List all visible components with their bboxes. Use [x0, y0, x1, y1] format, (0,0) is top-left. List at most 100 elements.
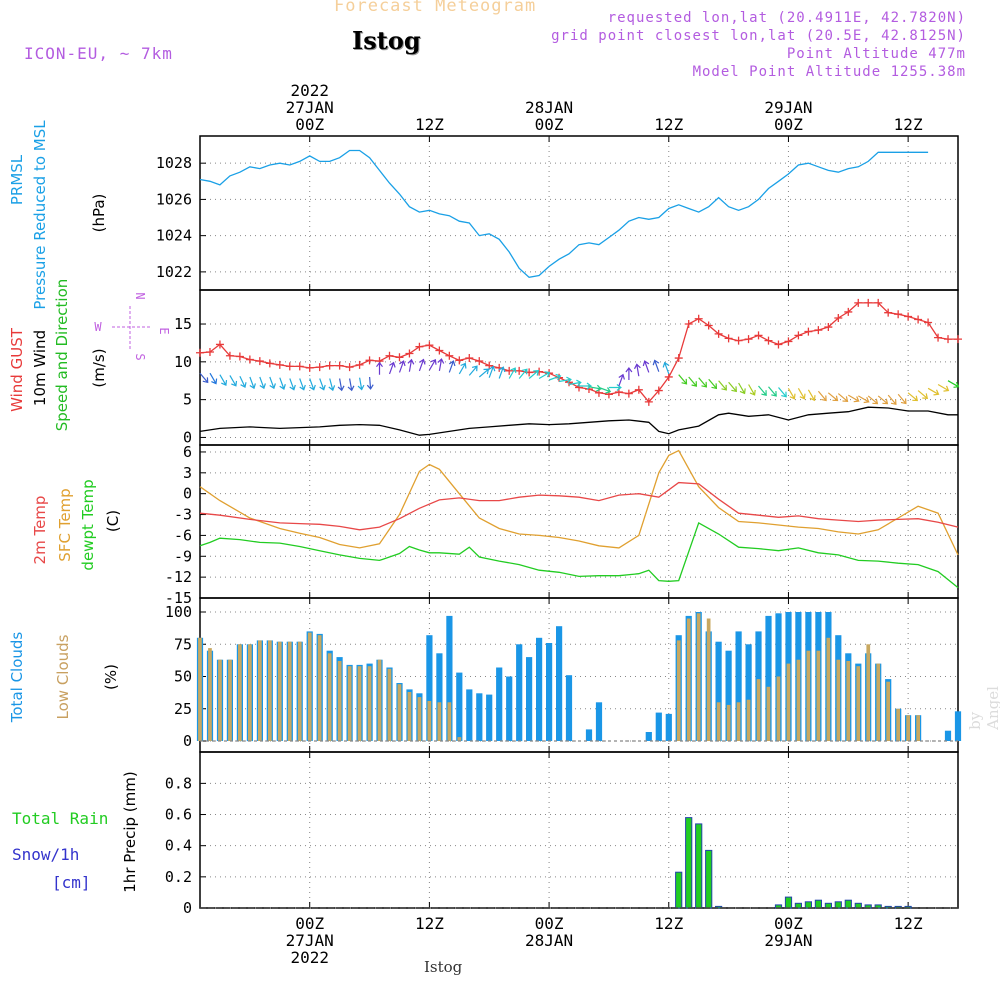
- total-cloud-bar: [496, 667, 503, 741]
- top-time-label: 2022: [290, 81, 329, 100]
- wind-gust-point: [225, 351, 234, 360]
- wind-gust-point: [814, 326, 823, 335]
- wind-direction-arrow: [269, 376, 276, 390]
- top-time-label: 00Z: [535, 115, 564, 134]
- wind-direction-arrow: [887, 394, 897, 406]
- wind-direction-arrow: [398, 360, 406, 373]
- low-cloud-bar: [696, 613, 701, 741]
- total-cloud-bar: [426, 635, 433, 741]
- panel-frame-temperature: [199, 444, 959, 599]
- top-time-label: 00Z: [295, 115, 324, 134]
- wind-gust-label: Wind GUST: [8, 327, 26, 412]
- top-time-label: 00Z: [774, 115, 803, 134]
- total-cloud-bar: [526, 657, 533, 741]
- wind-direction-arrow: [209, 372, 218, 385]
- wind-gust-point: [215, 340, 224, 349]
- low-cloud-bar: [896, 708, 900, 742]
- wind-direction-arrow: [428, 358, 437, 371]
- rain-bar: [715, 905, 723, 909]
- wind-gust-point: [435, 346, 444, 355]
- low-cloud-bar: [268, 640, 272, 741]
- wind-direction-arrow: [568, 379, 582, 387]
- ytick-label-pressure: 1022: [156, 263, 192, 281]
- rain-bar: [814, 899, 822, 909]
- total-cloud-bar: [506, 676, 513, 741]
- wind-gust-point: [395, 353, 404, 362]
- wind-10m-label: 10m Wind: [31, 330, 49, 406]
- wind-direction-label: Speed and Direction: [53, 279, 71, 432]
- ytick-label-precip: 0.8: [165, 774, 192, 792]
- wind-gust-point: [684, 320, 693, 329]
- low-cloud-bar: [686, 618, 691, 741]
- low-cloud-bar: [457, 737, 462, 741]
- wind-direction-arrow: [418, 358, 426, 372]
- temp-unit-label: (C): [104, 510, 122, 532]
- wind-direction-arrow: [357, 377, 365, 391]
- wind-gust-point: [295, 362, 304, 371]
- ytick-label-clouds: 25: [174, 700, 192, 718]
- wind-gust-point: [764, 336, 773, 345]
- total-cloud-bar: [486, 694, 493, 741]
- wind-direction-arrow: [337, 378, 345, 392]
- wind-direction-arrow: [688, 376, 698, 387]
- wind-direction-arrow: [448, 360, 456, 373]
- low-cloud-bar: [238, 644, 242, 742]
- wind-gust-point: [634, 385, 643, 394]
- wind-direction-arrow: [625, 367, 633, 380]
- wind-gust-point: [245, 355, 254, 364]
- wind-direction-arrow: [579, 382, 592, 390]
- low-cloud-bar: [736, 702, 741, 741]
- wind-direction-arrow: [229, 375, 238, 387]
- wind-direction-arrow: [837, 393, 849, 402]
- wind-direction-arrow: [309, 378, 316, 391]
- wind-gust-point: [654, 386, 663, 395]
- wind-gust-point: [944, 335, 953, 344]
- low-cloud-bar: [706, 618, 711, 741]
- low-cloud-bar: [916, 715, 920, 741]
- temp-sfc-label: SFC Temp: [56, 488, 74, 561]
- wind-direction-arrow: [768, 386, 777, 397]
- low-cloud-bar: [716, 702, 721, 741]
- wind-direction-arrow: [588, 384, 602, 392]
- rain-bar: [675, 871, 683, 909]
- total-cloud-bar: [665, 713, 672, 741]
- compass-e: E: [157, 327, 171, 334]
- wind-gust-point: [804, 327, 813, 336]
- wind-gust-point: [285, 362, 294, 371]
- wind-gust-point: [255, 357, 264, 366]
- wind-gust-point: [854, 298, 863, 307]
- low-cloud-bar: [676, 640, 681, 741]
- temp-2m-line: [199, 481, 959, 531]
- wind-gust-point: [205, 348, 214, 356]
- pressure-unit-label: (hPa): [90, 194, 108, 233]
- low-cloud-bar: [786, 663, 791, 741]
- wind-direction-arrow: [748, 384, 756, 396]
- wind-gust-point: [515, 366, 524, 375]
- requested-coords: requested lon,lat (20.4911E, 42.7820N): [607, 10, 966, 26]
- dewpoint-label: dewpt Temp: [79, 479, 97, 570]
- low-cloud-bar: [437, 702, 442, 741]
- ytick-label-precip: 0.6: [165, 806, 192, 824]
- wind-direction-arrow: [299, 378, 306, 391]
- wind-gust-point: [954, 335, 962, 344]
- total-cloud-bar: [645, 732, 652, 741]
- wind-direction-arrow: [498, 366, 506, 379]
- wind-gust-point: [754, 331, 763, 340]
- precip-unit-label: 1hr Precip (mm): [121, 771, 139, 892]
- rain-bar: [804, 901, 812, 909]
- wind-direction-arrow: [817, 390, 827, 402]
- total-rain-label: Total Rain: [12, 809, 108, 828]
- wind-gust-point: [275, 360, 284, 369]
- wind-direction-arrow: [827, 392, 839, 402]
- model-altitude: Model Point Altitude 1255.38m: [692, 64, 966, 80]
- wind-direction-arrow: [662, 361, 670, 375]
- wind-gust-point: [674, 354, 683, 363]
- panel-frame-clouds: [199, 597, 959, 753]
- bottom-time-label: 29JAN: [764, 931, 812, 950]
- rain-bar: [705, 849, 713, 909]
- top-time-label: 12Z: [415, 115, 444, 134]
- total-cloud-bar: [655, 712, 662, 741]
- wind-direction-arrow: [239, 375, 247, 389]
- clouds-unit-label: (%): [102, 664, 120, 690]
- total-cloud-bar: [735, 631, 742, 741]
